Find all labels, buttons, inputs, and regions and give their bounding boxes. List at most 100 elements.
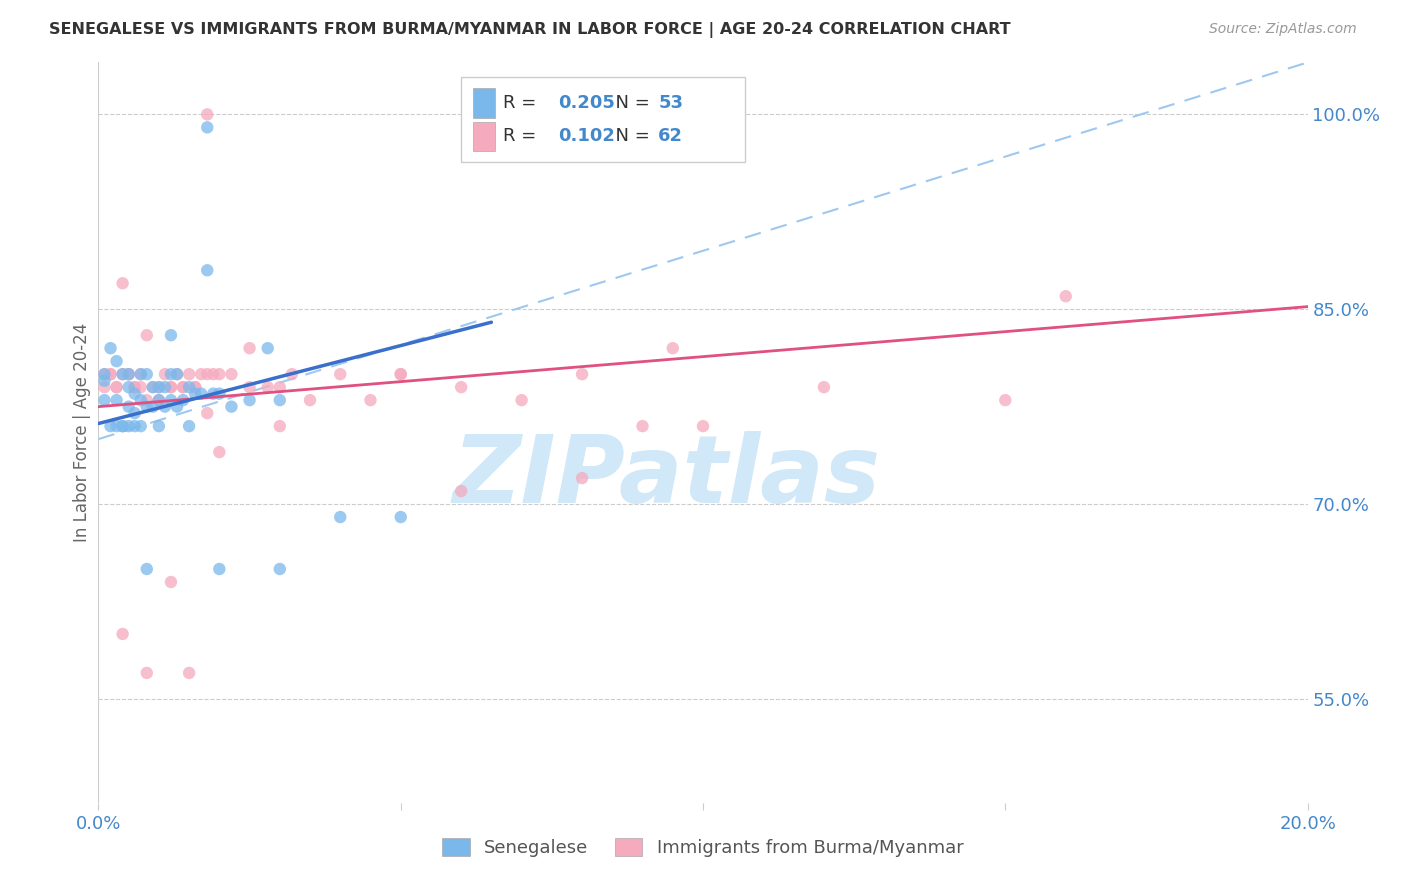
Text: 62: 62 (658, 128, 683, 145)
Point (124, 419, 146, 434)
Point (148, 380, 170, 394)
Point (299, 393, 322, 408)
Point (160, 367, 183, 381)
Point (190, 386, 212, 401)
Legend: Senegalese, Immigrants from Burma/Myanmar: Senegalese, Immigrants from Burma/Myanma… (436, 830, 970, 864)
FancyBboxPatch shape (461, 78, 745, 162)
Point (221, 367, 243, 381)
Text: Source: ZipAtlas.com: Source: ZipAtlas.com (1209, 22, 1357, 37)
Point (100, 367, 122, 381)
Point (135, 393, 157, 408)
Point (153, 380, 176, 394)
Point (111, 627, 134, 641)
Point (166, 367, 188, 381)
Point (661, 341, 683, 355)
Point (208, 445, 231, 459)
Point (172, 380, 194, 394)
Point (105, 380, 128, 394)
Point (166, 400, 188, 414)
Point (179, 665, 201, 680)
Point (179, 419, 201, 434)
Point (184, 380, 207, 394)
Point (124, 380, 146, 394)
Point (239, 393, 262, 408)
Point (239, 380, 262, 394)
Point (450, 380, 472, 394)
Point (160, 328, 183, 343)
Point (111, 367, 134, 381)
Point (142, 400, 165, 414)
Point (208, 386, 231, 401)
Point (135, 665, 157, 680)
Point (111, 419, 134, 434)
Point (118, 367, 141, 381)
Point (195, 406, 218, 420)
FancyBboxPatch shape (474, 121, 495, 152)
Point (93, 393, 115, 408)
Point (105, 380, 128, 394)
Point (160, 574, 183, 589)
Point (631, 419, 654, 434)
Text: 0.102: 0.102 (558, 128, 614, 145)
Point (111, 419, 134, 434)
Point (184, 386, 207, 401)
Point (124, 406, 146, 420)
Y-axis label: In Labor Force | Age 20-24: In Labor Force | Age 20-24 (73, 323, 91, 542)
Point (118, 367, 141, 381)
Point (142, 380, 165, 394)
Text: R =: R = (503, 95, 543, 112)
Point (148, 419, 170, 434)
Point (135, 400, 157, 414)
Point (129, 367, 152, 381)
Point (100, 341, 122, 355)
Point (281, 367, 304, 381)
Point (129, 419, 152, 434)
Point (269, 419, 291, 434)
Point (450, 484, 472, 499)
Point (692, 419, 714, 434)
Point (208, 562, 231, 576)
Point (111, 367, 134, 381)
Point (389, 510, 412, 524)
Point (148, 380, 170, 394)
Point (202, 386, 225, 401)
Point (100, 367, 122, 381)
Point (172, 393, 194, 408)
Point (118, 367, 141, 381)
Point (105, 393, 128, 408)
Point (153, 400, 176, 414)
Point (93, 380, 115, 394)
Point (148, 393, 170, 408)
Point (153, 367, 176, 381)
Point (195, 107, 218, 121)
Point (160, 380, 183, 394)
Text: N =: N = (603, 128, 655, 145)
Point (118, 419, 141, 434)
Point (269, 393, 291, 408)
Point (179, 380, 201, 394)
Point (111, 277, 134, 291)
Point (208, 367, 231, 381)
Point (221, 400, 243, 414)
Point (135, 367, 157, 381)
Point (166, 367, 188, 381)
Point (269, 380, 291, 394)
Point (389, 367, 412, 381)
Text: R =: R = (503, 128, 543, 145)
Point (172, 380, 194, 394)
Point (100, 419, 122, 434)
Text: 53: 53 (658, 95, 683, 112)
Point (195, 263, 218, 277)
Point (184, 380, 207, 394)
Point (571, 367, 593, 381)
Point (994, 393, 1017, 408)
Point (93, 367, 115, 381)
Text: ZIPatlas: ZIPatlas (453, 431, 880, 523)
Point (160, 393, 183, 408)
Text: N =: N = (603, 95, 655, 112)
Point (160, 380, 183, 394)
Point (93, 367, 115, 381)
Point (129, 367, 152, 381)
FancyBboxPatch shape (474, 88, 495, 118)
Point (129, 393, 152, 408)
